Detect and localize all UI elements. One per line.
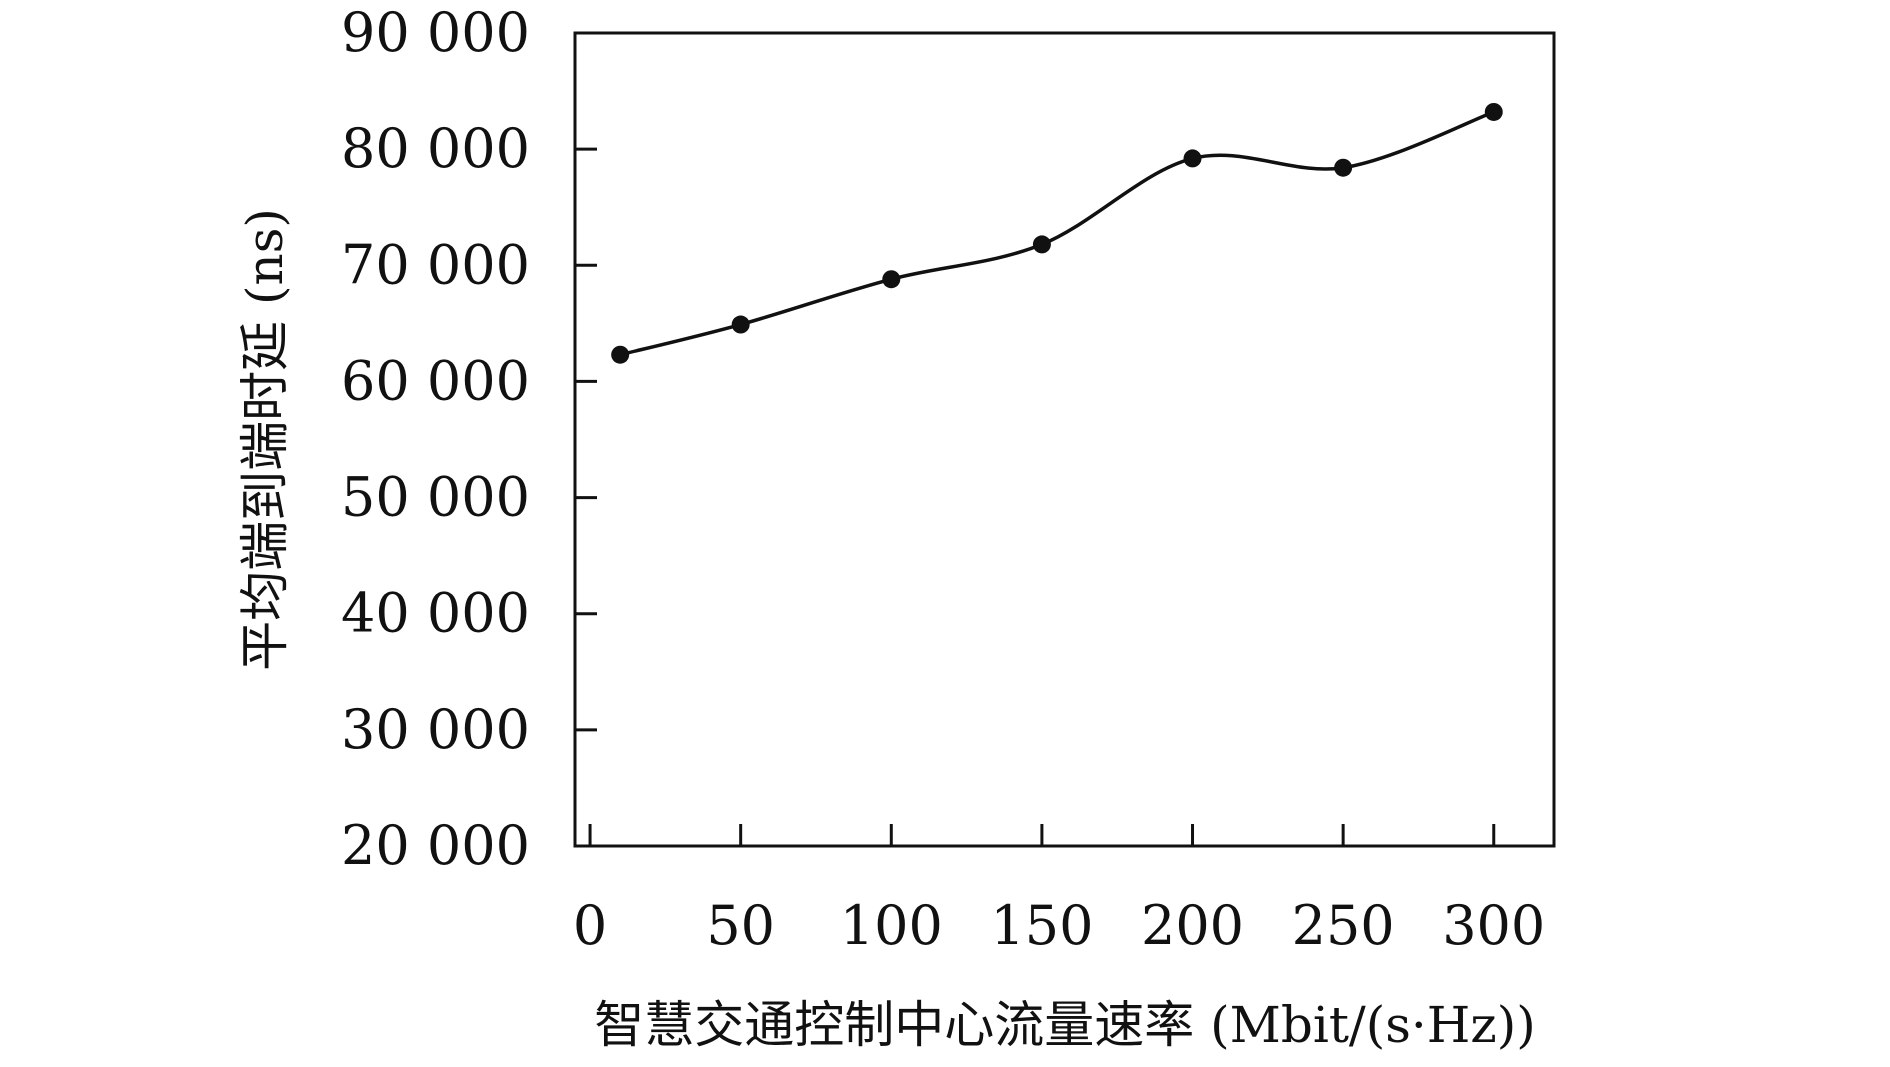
x-axis-ticks: 0 50 100 150 200 250 300: [573, 824, 1545, 957]
plot-frame: [573, 31, 1556, 848]
y-tick-label: 60 000: [341, 349, 530, 412]
y-tick-label: 30 000: [341, 698, 530, 761]
data-point: [882, 270, 901, 289]
data-point: [1334, 158, 1353, 177]
y-tick-label: 90 000: [341, 1, 530, 64]
x-tick-label: 100: [840, 894, 943, 957]
y-tick-label: 70 000: [341, 233, 530, 296]
data-point: [611, 345, 630, 364]
x-tick-label: 0: [573, 894, 607, 957]
series-layer: [611, 102, 1503, 364]
y-tick-label: 50 000: [341, 466, 530, 529]
data-point: [731, 315, 750, 334]
y-tick-label: 40 000: [341, 582, 530, 645]
series-line: [619, 110, 1495, 357]
x-tick-label: 300: [1442, 894, 1545, 957]
x-tick-label: 50: [706, 894, 775, 957]
x-tick-label: 150: [990, 894, 1093, 957]
y-tick-label: 80 000: [341, 117, 530, 180]
y-axis-title: 平均端到端时延 (ns): [236, 208, 294, 671]
data-point: [1484, 102, 1503, 121]
x-tick-label: 200: [1141, 894, 1244, 957]
data-point: [1032, 235, 1051, 254]
y-tick-label: 20 000: [341, 814, 530, 877]
x-tick-label: 250: [1292, 894, 1395, 957]
data-point: [1183, 149, 1202, 168]
y-axis-ticks: 20 000 30 000 40 000 50 000 60 000 70 000 80 0…: [341, 1, 597, 877]
x-axis-title: 智慧交通控制中心流量速率 (Mbit/(s·Hz)): [594, 996, 1536, 1054]
